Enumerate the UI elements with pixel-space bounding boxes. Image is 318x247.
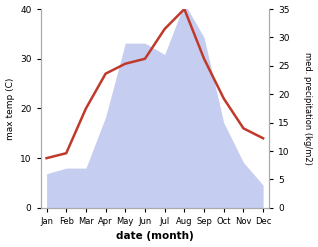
X-axis label: date (month): date (month): [116, 231, 194, 242]
Y-axis label: med. precipitation (kg/m2): med. precipitation (kg/m2): [303, 52, 313, 165]
Y-axis label: max temp (C): max temp (C): [5, 77, 15, 140]
